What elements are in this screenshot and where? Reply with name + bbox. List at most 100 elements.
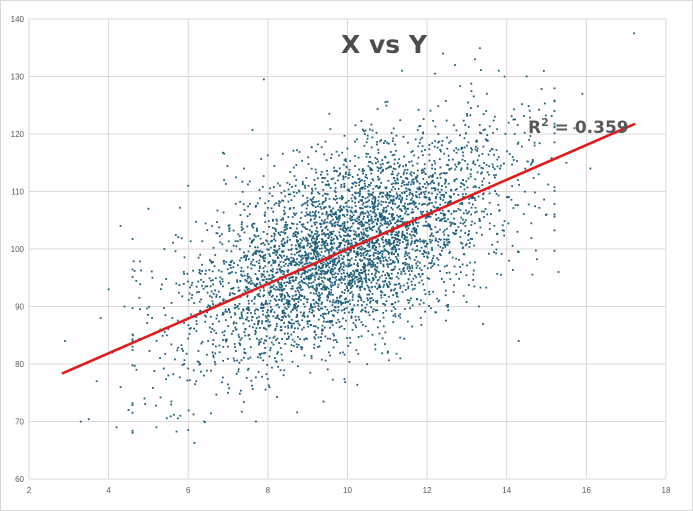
data-point — [422, 203, 425, 205]
data-point — [338, 268, 341, 271]
data-point — [434, 201, 437, 204]
data-point — [388, 277, 391, 279]
data-point — [269, 324, 272, 327]
data-point — [236, 240, 239, 243]
data-point — [455, 232, 457, 235]
data-point — [281, 310, 284, 312]
data-point — [396, 194, 399, 197]
data-point — [466, 166, 469, 169]
data-point — [270, 207, 273, 210]
data-point — [226, 165, 229, 167]
data-point — [329, 186, 332, 189]
data-point — [280, 284, 283, 286]
data-point — [278, 342, 281, 344]
data-point — [192, 369, 195, 372]
data-point — [478, 164, 481, 167]
data-point — [375, 131, 378, 134]
data-point — [132, 334, 134, 337]
data-point — [343, 244, 346, 247]
data-point — [272, 261, 275, 264]
data-point — [404, 263, 407, 266]
data-point — [294, 305, 297, 308]
y-tick-label: 70 — [15, 418, 24, 427]
data-point — [378, 213, 381, 216]
data-point — [375, 270, 378, 273]
data-point — [391, 218, 394, 221]
data-point — [386, 284, 389, 287]
data-point — [363, 215, 365, 218]
data-point — [338, 270, 341, 273]
data-point — [438, 299, 441, 302]
data-point — [377, 218, 379, 221]
data-point — [550, 115, 553, 117]
data-point — [416, 260, 419, 263]
data-point — [268, 253, 271, 256]
data-point — [310, 257, 312, 260]
data-point — [294, 261, 297, 264]
data-point — [470, 206, 473, 209]
data-point — [405, 172, 408, 175]
data-point — [453, 223, 456, 225]
data-point — [290, 248, 293, 251]
data-point — [264, 301, 267, 304]
data-point — [513, 133, 516, 135]
data-point — [383, 219, 386, 222]
data-point — [543, 102, 546, 105]
data-point — [294, 279, 297, 281]
data-point — [331, 224, 334, 227]
data-point — [359, 223, 361, 226]
data-point — [131, 338, 134, 341]
data-point — [374, 276, 377, 279]
data-point — [326, 271, 329, 274]
data-point — [329, 269, 332, 272]
data-point — [418, 196, 421, 199]
data-point — [379, 320, 381, 323]
data-point — [353, 218, 356, 221]
data-point — [397, 188, 400, 190]
data-point — [294, 264, 297, 267]
data-point — [321, 266, 324, 269]
data-point — [230, 287, 233, 290]
data-point — [131, 402, 134, 405]
data-point — [285, 255, 288, 258]
data-point — [364, 205, 366, 208]
data-point — [411, 248, 414, 251]
data-point — [368, 293, 371, 296]
data-point — [439, 198, 442, 200]
data-point — [227, 240, 230, 243]
data-point — [387, 241, 390, 243]
data-point — [512, 269, 514, 271]
data-point — [391, 227, 393, 230]
data-point — [360, 238, 363, 240]
data-point — [326, 193, 329, 196]
data-point — [320, 238, 323, 240]
data-point — [302, 281, 304, 284]
data-point — [425, 220, 427, 223]
data-point — [423, 193, 426, 196]
data-point — [447, 218, 449, 221]
data-point — [302, 194, 304, 197]
data-point — [246, 225, 249, 228]
data-point — [212, 283, 215, 286]
data-point — [400, 176, 402, 178]
data-point — [370, 227, 373, 230]
data-point — [251, 282, 254, 285]
data-point — [284, 241, 286, 244]
data-point — [349, 219, 352, 222]
data-point — [287, 269, 290, 272]
data-point — [495, 248, 498, 251]
data-point — [319, 223, 322, 226]
data-point — [370, 259, 373, 262]
data-point — [288, 262, 291, 265]
data-point — [273, 235, 276, 238]
data-point — [530, 222, 533, 225]
data-point — [375, 223, 378, 226]
data-point — [462, 154, 465, 157]
data-point — [457, 163, 460, 166]
data-point — [262, 255, 265, 257]
data-point — [391, 230, 394, 233]
data-point — [398, 208, 401, 211]
data-point — [457, 225, 460, 228]
data-point — [390, 165, 392, 168]
data-point — [206, 306, 209, 308]
